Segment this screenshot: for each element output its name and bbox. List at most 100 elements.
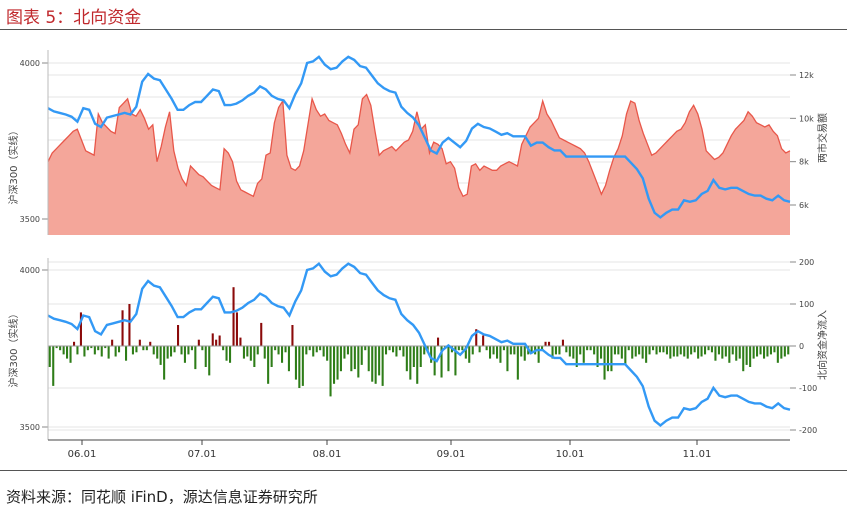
inflow-bar (690, 346, 693, 355)
inflow-bar (350, 346, 353, 372)
inflow-bar (381, 346, 384, 386)
inflow-bar (683, 346, 686, 357)
inflow-bar (90, 346, 93, 349)
inflow-bar (745, 346, 748, 365)
inflow-bar (600, 346, 603, 359)
inflow-bar (717, 346, 720, 355)
index-line-top (47, 55, 791, 219)
x-tick-label: 06.01 (68, 449, 97, 460)
inflow-bar (548, 341, 551, 346)
inflow-bar (86, 346, 89, 351)
y2-tick-label: 8k (799, 158, 809, 167)
inflow-bar (100, 346, 103, 357)
inflow-bar (239, 337, 242, 346)
inflow-bar (333, 346, 336, 384)
inflow-bar (187, 346, 190, 355)
turnover-line (47, 93, 791, 198)
inflow-bar (697, 346, 700, 359)
inflow-bar (177, 325, 180, 346)
inflow-bar (461, 346, 464, 351)
inflow-bar (430, 346, 433, 363)
inflow-bar (596, 346, 599, 367)
inflow-bar (104, 346, 107, 349)
inflow-bar (367, 346, 370, 372)
inflow-bar (357, 346, 360, 378)
inflow-bar (648, 346, 651, 355)
inflow-bar (763, 346, 766, 359)
inflow-bar (305, 346, 308, 355)
inflow-bar (631, 346, 634, 359)
inflow-bar (308, 346, 311, 351)
inflow-bar (59, 346, 62, 351)
x-tick-label: 07.01 (188, 449, 217, 460)
inflow-bar (385, 346, 388, 355)
inflow-bar (478, 346, 481, 353)
inflow-bar (180, 346, 183, 355)
inflow-bar (437, 337, 440, 346)
inflow-bar (634, 346, 637, 357)
inflow-bar (114, 346, 117, 357)
inflow-bar (371, 346, 374, 382)
inflow-bar (780, 346, 783, 359)
inflow-bar (613, 346, 616, 355)
inflow-bar (197, 339, 200, 346)
inflow-bar (752, 346, 755, 359)
inflow-bar (638, 346, 641, 355)
y2-tick-label: 12k (799, 71, 814, 80)
inflow-bar (624, 346, 627, 365)
inflow-bar (704, 346, 707, 355)
inflow-bar (676, 346, 679, 357)
y-tick-label: 4000 (20, 266, 40, 275)
inflow-bar (52, 346, 55, 386)
inflow-bar (440, 346, 443, 378)
inflow-bar (586, 346, 589, 351)
inflow-bar (627, 346, 630, 351)
header-rule (0, 29, 847, 30)
inflow-bar (766, 346, 769, 357)
inflow-bar (471, 346, 474, 355)
inflow-bar (665, 346, 668, 355)
inflow-bar (107, 346, 110, 359)
inflow-bar (83, 346, 86, 357)
inflow-bar (561, 339, 564, 346)
inflow-bar (496, 346, 499, 359)
bottom-right-axis-label: 北向资金净流入 (816, 310, 829, 380)
inflow-bar (405, 346, 408, 372)
inflow-bar (447, 346, 450, 372)
inflow-bar (128, 304, 131, 346)
inflow-bar (551, 346, 554, 359)
inflow-bar (773, 346, 776, 353)
inflow-bar (135, 346, 138, 353)
inflow-bar (662, 346, 665, 353)
inflow-bar (152, 346, 155, 355)
inflow-bar (769, 346, 772, 355)
inflow-bar (312, 346, 315, 357)
bottom-left-axis-label: 沪深300（实线） (7, 308, 20, 387)
inflow-bar (79, 312, 82, 346)
inflow-bar (222, 346, 225, 351)
inflow-bar (339, 346, 342, 372)
inflow-bar (319, 346, 322, 351)
inflow-bar (156, 346, 159, 359)
inflow-bar (326, 346, 329, 361)
inflow-bar (263, 346, 266, 359)
inflow-bar (225, 346, 228, 361)
inflow-bar (714, 346, 717, 361)
inflow-bar (398, 346, 401, 351)
inflow-bar (183, 346, 186, 363)
inflow-bar (291, 325, 294, 346)
top-left-axis-label: 沪深300（实线） (7, 125, 20, 204)
inflow-bar (513, 346, 516, 355)
inflow-bar (249, 346, 252, 361)
inflow-bar (138, 339, 141, 346)
inflow-bar (336, 346, 339, 380)
inflow-bar (593, 346, 596, 355)
turnover-panel: 3500 4000 6k 8k 10k 12k 沪深300（实线） 两市交易额 (7, 55, 829, 235)
inflow-bar (565, 346, 568, 353)
inflow-bars (48, 287, 790, 397)
bottom-left-axis: 3500 4000 (20, 266, 48, 432)
inflow-bar (776, 346, 779, 363)
inflow-bar (215, 339, 218, 346)
inflow-bar (166, 346, 169, 359)
y-tick-label: 3500 (20, 215, 40, 224)
